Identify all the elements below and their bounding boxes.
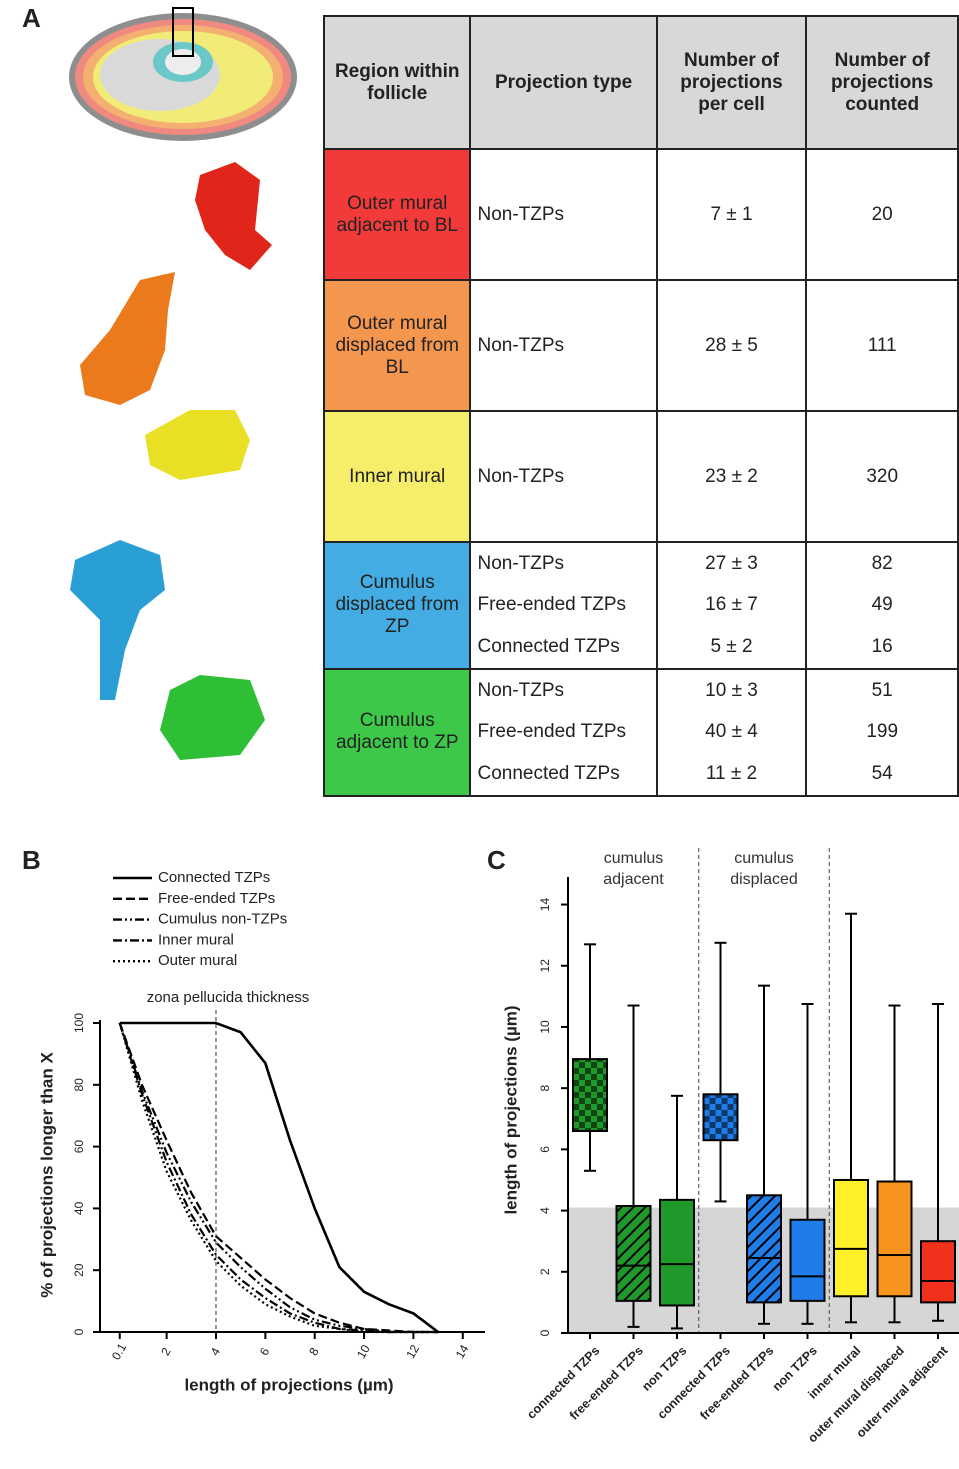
table-cell: 49 xyxy=(806,585,958,627)
legend-label: Inner mural xyxy=(158,931,234,948)
header-cell: Region within follicle xyxy=(324,16,470,149)
y-tick-label: 40 xyxy=(72,1201,86,1215)
x-tick-label: 2 xyxy=(158,1345,174,1358)
table-cell: 11 ± 2 xyxy=(657,753,807,796)
follicle-image xyxy=(69,8,297,141)
x-tick-label: free-ended TZPs xyxy=(567,1344,646,1423)
line-series xyxy=(120,1023,438,1332)
x-tick-label: 6 xyxy=(257,1345,273,1358)
x-tick-label: connected TZPs xyxy=(524,1344,602,1422)
header-cell: Number of projections per cell xyxy=(657,16,807,149)
box xyxy=(573,1059,607,1131)
legend-label: Connected TZPs xyxy=(158,869,270,886)
table-cell: Non-TZPs xyxy=(470,669,656,712)
y-tick-label: 60 xyxy=(72,1140,86,1154)
table-cell: 199 xyxy=(806,712,958,754)
y-tick-label: 6 xyxy=(538,1146,552,1153)
table-cell: 16 xyxy=(806,626,958,669)
table-cell: 20 xyxy=(806,149,958,280)
table-cell: 40 ± 4 xyxy=(657,712,807,754)
header-row: Region within follicleProjection typeNum… xyxy=(324,16,958,149)
table-cell: 5 ± 2 xyxy=(657,626,807,669)
y-axis-label: length of projections (µm) xyxy=(501,1005,520,1214)
box xyxy=(921,1241,955,1302)
x-tick-label: 8 xyxy=(306,1345,322,1358)
region-cell: Cumulus adjacent to ZP xyxy=(324,669,470,796)
cell-illustrations xyxy=(70,162,272,760)
line-series xyxy=(120,1023,438,1332)
group-label: cumulus adjacent xyxy=(584,848,684,890)
table-cell: 82 xyxy=(806,542,958,585)
x-axis-label: length of projections (µm) xyxy=(184,1375,393,1394)
table-cell: Non-TZPs xyxy=(470,542,656,585)
legend-label: Free-ended TZPs xyxy=(158,890,275,907)
box xyxy=(791,1220,825,1301)
table-cell: 111 xyxy=(806,280,958,411)
annotation: zona pellucida thickness xyxy=(147,989,310,1006)
line-series xyxy=(120,1023,438,1332)
table-cell: Connected TZPs xyxy=(470,626,656,669)
x-tick-label: 10 xyxy=(354,1342,373,1361)
y-tick-label: 4 xyxy=(538,1207,552,1214)
table-cell: 10 ± 3 xyxy=(657,669,807,712)
y-tick-label: 12 xyxy=(538,959,552,973)
table-cell: 27 ± 3 xyxy=(657,542,807,585)
region-cell: Cumulus displaced from ZP xyxy=(324,542,470,669)
table-cell: 23 ± 2 xyxy=(657,411,807,542)
box xyxy=(878,1182,912,1297)
x-tick-label: free-ended TZPs xyxy=(697,1344,776,1423)
table-cell: 54 xyxy=(806,753,958,796)
x-tick-label: 4 xyxy=(208,1345,224,1358)
box xyxy=(834,1180,868,1296)
group-label: cumulus displaced xyxy=(714,848,814,890)
line-series xyxy=(120,1023,438,1332)
panel-label: A xyxy=(22,3,41,33)
region-cell: Inner mural xyxy=(324,411,470,542)
x-tick-label: 0.1 xyxy=(109,1341,130,1363)
table-cell: 51 xyxy=(806,669,958,712)
box xyxy=(747,1195,781,1302)
table-cell: Free-ended TZPs xyxy=(470,712,656,754)
y-tick-label: 0 xyxy=(538,1329,552,1336)
panel-label: B xyxy=(22,845,41,875)
table-cell: 16 ± 7 xyxy=(657,585,807,627)
y-tick-label: 0 xyxy=(72,1328,86,1335)
table-cell: Non-TZPs xyxy=(470,149,656,280)
legend-label: Cumulus non-TZPs xyxy=(158,911,287,928)
table-cell: 320 xyxy=(806,411,958,542)
box xyxy=(617,1206,651,1301)
table-cell: Non-TZPs xyxy=(470,280,656,411)
table-cell: Free-ended TZPs xyxy=(470,585,656,627)
page: A B C 0204060801000.12468101214zona pell… xyxy=(0,0,959,1469)
header-cell: Projection type xyxy=(470,16,656,149)
box xyxy=(660,1200,694,1306)
y-tick-label: 14 xyxy=(538,898,552,912)
region-cell: Outer mural displaced from BL xyxy=(324,280,470,411)
legend-label: Outer mural xyxy=(158,952,237,969)
table-cell: Connected TZPs xyxy=(470,753,656,796)
region-cell: Outer mural adjacent to BL xyxy=(324,149,470,280)
y-tick-label: 2 xyxy=(538,1268,552,1275)
y-tick-label: 20 xyxy=(72,1263,86,1277)
y-tick-label: 100 xyxy=(72,1013,86,1033)
x-tick-label: 14 xyxy=(453,1342,472,1361)
y-tick-label: 80 xyxy=(72,1078,86,1092)
table-cell: 7 ± 1 xyxy=(657,149,807,280)
box xyxy=(704,1094,738,1140)
y-tick-label: 8 xyxy=(538,1085,552,1092)
panel-label: C xyxy=(487,845,506,875)
table-cell: 28 ± 5 xyxy=(657,280,807,411)
header-cell: Number of projections counted xyxy=(806,16,958,149)
table-cell: Non-TZPs xyxy=(470,411,656,542)
y-axis-label: % of projections longer than X xyxy=(37,1052,56,1298)
x-tick-label: 12 xyxy=(403,1342,422,1361)
y-tick-label: 10 xyxy=(538,1020,552,1034)
line-series xyxy=(120,1023,438,1332)
